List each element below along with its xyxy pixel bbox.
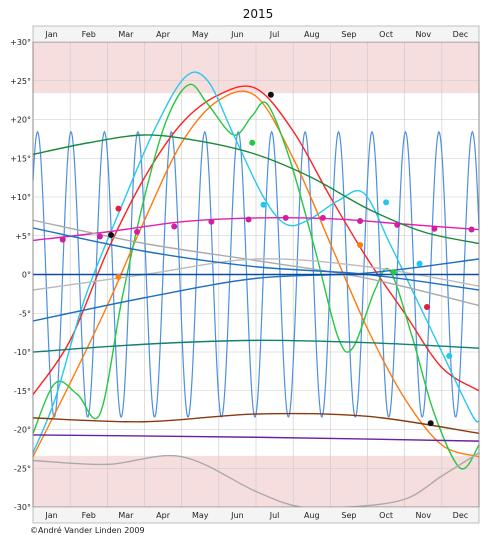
- series-marker-5-0: [108, 231, 115, 238]
- series-line-2: [32, 90, 480, 458]
- series-line-8: [32, 219, 480, 307]
- x-tick-label: Oct: [379, 511, 393, 520]
- series-marker-6-6: [282, 214, 289, 221]
- x-tick-label: Jun: [230, 30, 244, 39]
- series-marker-3-1: [390, 269, 397, 276]
- x-tick-label: Dec: [453, 511, 468, 520]
- series-marker-5-1: [267, 91, 274, 98]
- series-marker-4-0: [260, 201, 267, 208]
- series-line-10: [32, 227, 480, 291]
- x-tick-label: Sep: [341, 511, 356, 520]
- series-line-3: [32, 83, 480, 470]
- series-line-9: [32, 258, 480, 291]
- series-line-13: [32, 339, 480, 353]
- x-tick-label: Oct: [379, 30, 393, 39]
- y-tick-labels: +30° +25° +20° +15° +10° +5° 0° -5° -10° -15° -20°…: [10, 38, 31, 512]
- y-tick-label: 0°: [22, 271, 31, 280]
- series-line-7: [32, 134, 480, 245]
- x-tick-label: May: [192, 30, 209, 39]
- series-marker-5-2: [427, 420, 434, 427]
- x-tick-label: Jan: [44, 30, 57, 39]
- series-marker-6-1: [96, 233, 103, 240]
- credit-text: ©André Vander Linden 2009: [30, 525, 145, 535]
- x-tick-label: Jul: [269, 511, 280, 520]
- series-marker-6-10: [431, 225, 438, 232]
- y-tick-label: -15°: [14, 387, 31, 396]
- series-marker-4-1: [383, 199, 390, 206]
- x-tick-label: Aug: [304, 511, 320, 520]
- series-marker-6-7: [319, 214, 326, 221]
- series-marker-6-9: [394, 221, 401, 228]
- series-marker-6-2: [134, 228, 141, 235]
- x-tick-label: Sep: [341, 30, 356, 39]
- series-line-15: [32, 434, 480, 442]
- x-tick-label: Mar: [118, 30, 134, 39]
- series-marker-1-0: [115, 205, 122, 212]
- x-tick-labels-top: Jan Feb Mar Apr May Jun Jul Aug Sep Oct Nov Dec: [32, 25, 480, 43]
- y-tick-label: +15°: [10, 154, 31, 163]
- series-marker-6-5: [245, 216, 252, 223]
- series-line-11: [32, 258, 480, 322]
- series-marker-6-8: [357, 218, 364, 225]
- series-marker-4-3: [446, 352, 453, 359]
- x-tick-label: May: [192, 511, 209, 520]
- series-lines: [32, 71, 480, 510]
- y-tick-label: +25°: [10, 77, 31, 86]
- series-marker-6-0: [59, 236, 66, 243]
- x-tick-label: Jun: [230, 511, 244, 520]
- series-line-6: [32, 216, 480, 242]
- x-tick-label: Dec: [453, 30, 468, 39]
- month-strip-top: [32, 25, 480, 43]
- x-tick-label: Apr: [156, 30, 171, 39]
- series-line-14: [32, 412, 480, 435]
- series-line-4: [32, 71, 480, 454]
- y-tick-label: -20°: [14, 426, 31, 435]
- x-tick-label: Nov: [415, 511, 431, 520]
- x-tick-label: Mar: [118, 511, 134, 520]
- y-tick-label: +5°: [15, 232, 31, 241]
- x-tick-label: Nov: [415, 30, 431, 39]
- x-tick-label: Aug: [304, 30, 320, 39]
- y-tick-label: -25°: [14, 464, 31, 473]
- x-tick-label: Jan: [44, 511, 57, 520]
- series-markers: [59, 91, 475, 427]
- series-marker-6-4: [208, 218, 215, 225]
- y-tick-label: -10°: [14, 348, 31, 357]
- y-tick-label: -30°: [14, 503, 31, 512]
- x-tick-label: Apr: [156, 511, 171, 520]
- series-marker-3-0: [249, 139, 256, 146]
- x-tick-label: Jul: [269, 30, 280, 39]
- series-marker-6-11: [468, 226, 475, 233]
- series-marker-2-0: [115, 273, 122, 280]
- series-marker-4-2: [416, 260, 423, 267]
- series-marker-1-1: [423, 304, 430, 311]
- x-tick-label: Feb: [82, 511, 96, 520]
- y-tick-label: -5°: [19, 309, 31, 318]
- y-tick-label: +20°: [10, 116, 31, 125]
- x-tick-labels-bottom: Jan Feb Mar Apr May Jun Jul Aug Sep Oct Nov Dec: [32, 506, 480, 524]
- series-marker-6-3: [171, 223, 178, 230]
- series-line-16: [32, 452, 480, 510]
- series-marker-2-1: [357, 242, 364, 249]
- y-tick-label: +30°: [10, 38, 31, 47]
- y-tick-label: +10°: [10, 193, 31, 202]
- x-tick-label: Feb: [82, 30, 96, 39]
- chart-title: 2015: [243, 7, 274, 21]
- month-strip-bottom: [32, 506, 480, 524]
